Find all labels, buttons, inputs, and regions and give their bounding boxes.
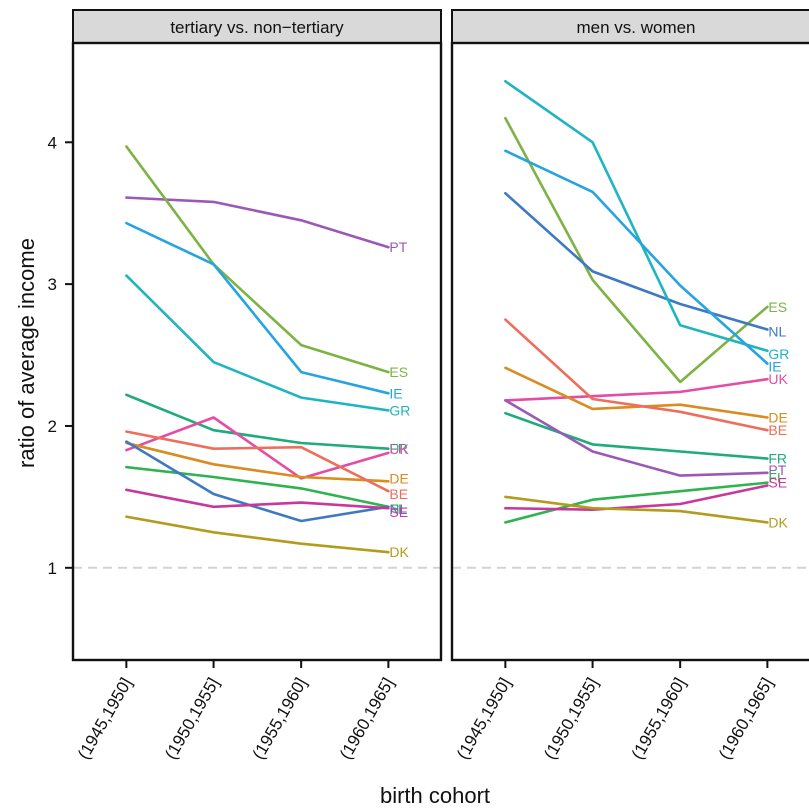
series-line-se	[504, 484, 769, 512]
series-line-uk	[504, 377, 769, 402]
chart-panels: tertiary vs. non−tertiaryPTESIEGRFRUKDEB…	[71, 9, 809, 763]
series-label-fr: FR	[389, 441, 408, 457]
series-line-es	[504, 116, 769, 384]
series-line-se	[125, 488, 390, 510]
x-tick-label: (1945,1950]	[74, 675, 136, 763]
series-label-ie: IE	[389, 385, 402, 401]
series-line-dk	[504, 495, 769, 524]
series-label-nl: NL	[768, 324, 786, 340]
series-label-de: DE	[389, 470, 408, 486]
y-axis: 1 2 3 4	[48, 133, 73, 578]
panel-strip	[72, 9, 442, 44]
series-label-fi: FI	[389, 501, 401, 517]
panel-frame	[71, 41, 443, 662]
series-line-ie	[125, 221, 390, 395]
series-line-de	[125, 441, 390, 483]
series-label-be: BE	[768, 422, 787, 438]
panel-title: men vs. women	[576, 18, 695, 37]
x-tick-label: (1955,1960]	[628, 675, 690, 763]
y-axis-title: ratio of average income	[14, 238, 39, 468]
series-label-de: DE	[768, 409, 787, 425]
x-tick-label: (1960,1965]	[336, 675, 398, 763]
series-label-dk: DK	[389, 544, 409, 560]
x-tick-label: (1955,1960]	[249, 675, 311, 763]
series-line-pt	[504, 399, 769, 477]
series-label-es: ES	[389, 364, 408, 380]
series-line-fi	[504, 481, 769, 524]
y-tick-label: 3	[48, 275, 57, 294]
series-line-dk	[125, 515, 390, 554]
x-tick-label: (1950,1955]	[540, 675, 602, 763]
series-label-se: SE	[389, 504, 408, 520]
series-line-pt	[125, 196, 390, 249]
series-label-fi: FI	[768, 470, 780, 486]
series-line-nl	[125, 440, 390, 523]
series-line-es	[125, 145, 390, 374]
panel-title: tertiary vs. non−tertiary	[170, 18, 344, 37]
series-label-gr: GR	[768, 346, 789, 362]
series-line-fi	[125, 465, 390, 509]
series-line-ie	[504, 149, 769, 365]
series-line-gr	[125, 274, 390, 412]
series-label-pt: PT	[768, 462, 786, 478]
y-tick-label: 4	[48, 133, 57, 152]
series-label-be: BE	[389, 486, 408, 502]
y-tick-label: 2	[48, 417, 57, 436]
y-tick-label: 1	[48, 559, 57, 578]
series-line-nl	[504, 192, 769, 331]
series-line-be	[504, 318, 769, 432]
series-line-fr	[504, 411, 769, 460]
series-label-fr: FR	[768, 451, 787, 467]
series-label-uk: UK	[389, 441, 409, 457]
series-label-uk: UK	[768, 371, 788, 387]
panel-frame	[450, 41, 809, 662]
series-label-gr: GR	[389, 402, 410, 418]
series-line-fr	[125, 393, 390, 451]
x-axis-title: birth cohort	[380, 783, 490, 808]
series-label-dk: DK	[768, 514, 788, 530]
x-tick-label: (1945,1950]	[453, 675, 515, 763]
x-tick-label: (1950,1955]	[161, 675, 223, 763]
series-label-pt: PT	[389, 239, 407, 255]
series-label-ie: IE	[768, 359, 781, 375]
x-tick-label: (1960,1965]	[715, 675, 777, 763]
series-label-es: ES	[768, 299, 787, 315]
series-line-be	[125, 430, 390, 493]
series-line-de	[504, 366, 769, 419]
series-label-nl: NL	[389, 501, 407, 517]
series-line-gr	[504, 80, 769, 353]
series-label-se: SE	[768, 475, 787, 491]
